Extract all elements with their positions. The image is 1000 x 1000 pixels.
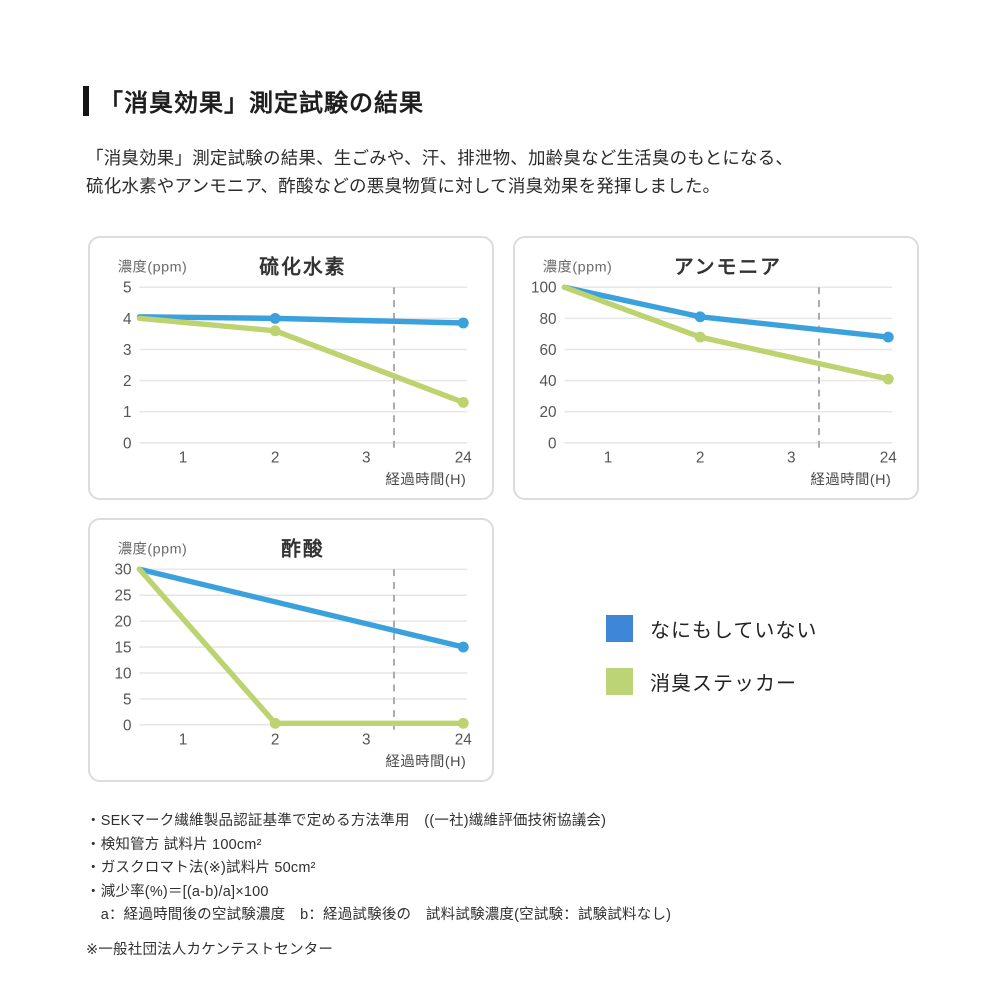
footnote-reduction-formula: ・減少率(%)＝[(a-b)/a]×100 <box>86 883 269 900</box>
svg-text:0: 0 <box>123 435 132 452</box>
svg-text:酢酸: 酢酸 <box>281 538 325 561</box>
legend-label-sticker: 消臭ステッカー <box>650 673 797 695</box>
page-title: 「消臭効果」測定試験の結果 <box>99 90 424 117</box>
legend-label-untreated: なにもしていない <box>650 620 818 642</box>
svg-text:1: 1 <box>604 450 613 467</box>
svg-text:100: 100 <box>531 280 557 297</box>
footnotes: ・SEKマーク繊維製品認証基準で定める方法準用 ((一社)繊維評価技術協議会) … <box>86 810 671 928</box>
svg-text:40: 40 <box>540 373 557 390</box>
testing-center-note: ※一般社団法人カケンテストセンター <box>86 942 334 958</box>
svg-text:2: 2 <box>123 373 132 390</box>
svg-text:0: 0 <box>123 717 132 734</box>
svg-text:4: 4 <box>123 311 132 328</box>
legend-swatch-blue <box>606 615 633 642</box>
legend-item-sticker: 消臭ステッカー <box>606 667 817 696</box>
svg-text:24: 24 <box>455 450 473 467</box>
svg-text:80: 80 <box>540 311 557 328</box>
svg-text:1: 1 <box>179 732 188 749</box>
svg-text:24: 24 <box>880 450 898 467</box>
svg-text:経過時間(H): 経過時間(H) <box>811 471 892 488</box>
svg-text:経過時間(H): 経過時間(H) <box>386 471 467 488</box>
svg-text:20: 20 <box>115 614 132 631</box>
chart-acetic-acid: 0 5 10 15 20 25 30 濃度(ppm) 酢酸 1 2 3 24 経過時間(H) <box>88 518 494 782</box>
svg-text:経過時間(H): 経過時間(H) <box>386 753 467 770</box>
page-header: 「消臭効果」測定試験の結果 <box>83 83 424 118</box>
chart-ammonia: 0 20 40 60 80 100 濃度(ppm) アンモニア 1 2 3 24 経過時間(H) <box>513 236 919 500</box>
svg-text:5: 5 <box>123 280 132 297</box>
svg-text:60: 60 <box>540 342 557 359</box>
intro-paragraph: 「消臭効果」測定試験の結果、生ごみや、汗、排泄物、加齢臭など生活臭のもとになる、… <box>86 144 793 200</box>
legend-swatch-green <box>606 668 633 695</box>
svg-text:2: 2 <box>696 450 705 467</box>
svg-text:1: 1 <box>123 404 132 421</box>
svg-text:15: 15 <box>115 639 132 656</box>
svg-text:濃度(ppm): 濃度(ppm) <box>118 259 188 276</box>
svg-text:1: 1 <box>179 450 188 467</box>
svg-text:20: 20 <box>540 404 557 421</box>
svg-text:3: 3 <box>787 450 796 467</box>
svg-text:アンモニア: アンモニア <box>674 257 782 279</box>
legend-item-untreated: なにもしていない <box>606 614 817 643</box>
svg-text:3: 3 <box>362 450 371 467</box>
title-accent-bar <box>83 85 89 116</box>
svg-text:2: 2 <box>271 450 280 467</box>
svg-text:10: 10 <box>115 665 132 682</box>
svg-text:2: 2 <box>271 732 280 749</box>
svg-text:5: 5 <box>123 691 132 708</box>
svg-text:24: 24 <box>455 732 473 749</box>
footnote-gas-chromatography: ・ガスクロマト法(※)試料片 50cm² <box>86 860 316 876</box>
chart-legend: なにもしていない 消臭ステッカー <box>606 614 817 696</box>
svg-text:硫化水素: 硫化水素 <box>259 256 346 279</box>
footnote-detector-tube: ・検知管方 試料片 100cm² <box>86 836 262 853</box>
intro-line-2: 硫化水素やアンモニア、酢酸などの悪臭物質に対して消臭効果を発揮しました。 <box>86 176 721 196</box>
intro-line-1: 「消臭効果」測定試験の結果、生ごみや、汗、排泄物、加齢臭など生活臭のもとになる、 <box>86 148 794 168</box>
svg-text:3: 3 <box>123 342 132 359</box>
svg-text:濃度(ppm): 濃度(ppm) <box>543 259 613 276</box>
chart-hydrogen-sulfide: 0 1 2 3 4 5 濃度(ppm) 硫化水素 1 2 3 24 経過時間(H) <box>88 236 494 500</box>
svg-text:0: 0 <box>548 435 557 452</box>
svg-text:3: 3 <box>362 732 371 749</box>
svg-text:30: 30 <box>115 562 132 579</box>
footnote-variables: a：経過時間後の空試験濃度 b：経過試験後の 試料試験濃度(空試験：試験試料なし… <box>86 907 672 923</box>
footnote-method: ・SEKマーク繊維製品認証基準で定める方法準用 ((一社)繊維評価技術協議会) <box>86 813 607 829</box>
svg-text:濃度(ppm): 濃度(ppm) <box>118 541 188 558</box>
svg-text:25: 25 <box>115 588 132 605</box>
